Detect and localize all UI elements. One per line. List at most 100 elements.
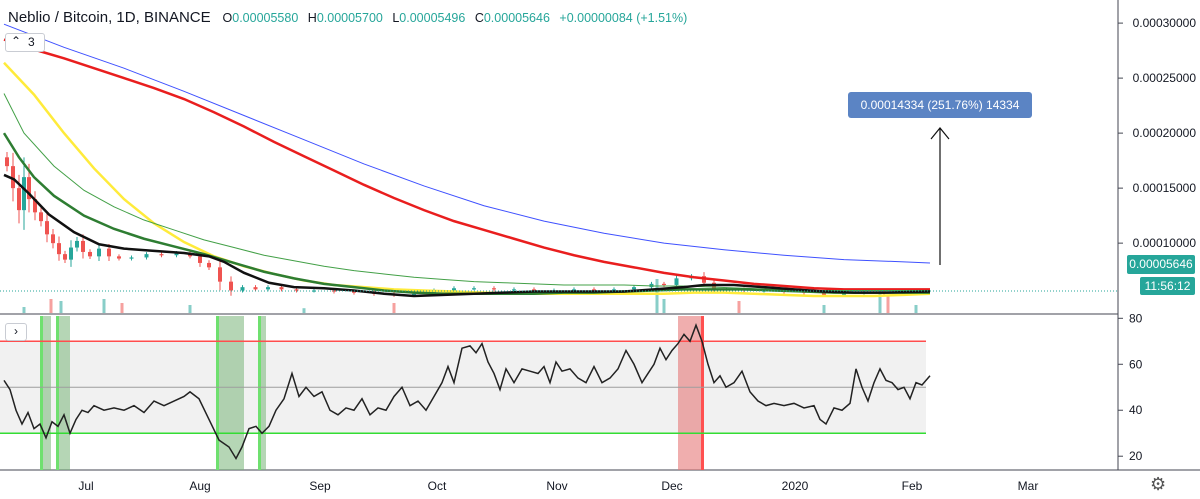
symbol-title[interactable]: Neblio / Bitcoin, 1D, BINANCE — [8, 9, 211, 26]
time-tick-label: Sep — [309, 479, 331, 493]
price-tick-label: 0.00030000 — [1133, 16, 1197, 30]
gear-icon[interactable]: ⚙ — [1150, 474, 1167, 494]
candle-body — [174, 253, 179, 256]
open-value: 0.00005580 — [232, 11, 299, 25]
rsi-tick-label: 80 — [1129, 311, 1143, 325]
candle-body — [81, 240, 85, 252]
ma-yellow-line — [3, 61, 931, 298]
countdown-badge: 11:56:12 — [1140, 277, 1195, 295]
time-tick-label: 2020 — [782, 479, 809, 493]
change-value: +0.00000084 (+1.51%) — [559, 11, 688, 25]
volume-bar — [655, 279, 659, 313]
candle-body — [312, 290, 316, 292]
candle-body — [207, 262, 211, 268]
candle-body — [229, 281, 233, 291]
candle-body — [11, 166, 15, 189]
candle-body — [198, 256, 202, 263]
candle-body — [97, 248, 101, 257]
rsi-oversold-zone — [216, 316, 244, 470]
candle-body — [279, 287, 284, 290]
volume-bar — [878, 291, 882, 313]
candle-body — [240, 287, 245, 291]
rsi-oversold-zone — [40, 316, 51, 470]
rsi-line — [3, 323, 931, 461]
volume-bar — [662, 299, 666, 313]
time-tick-label: Nov — [546, 479, 567, 493]
time-tick-label: Dec — [661, 479, 682, 493]
candle-body — [33, 199, 37, 213]
candle-body — [159, 254, 164, 256]
candle-body — [412, 293, 416, 295]
ohlc-values: O0.00005580 H0.00005700 L0.00005496 C0.0… — [222, 11, 688, 25]
candle-body — [218, 267, 222, 282]
rsi-toggle-button[interactable]: › — [5, 323, 27, 341]
candle-body — [266, 287, 270, 290]
price-tick-label: 0.00020000 — [1133, 126, 1197, 140]
candle-body — [69, 247, 73, 260]
volume-bar — [59, 301, 63, 313]
candle-body — [662, 283, 666, 286]
candle-body — [352, 291, 356, 293]
rsi-tick-label: 60 — [1129, 357, 1143, 371]
candle-body — [22, 177, 26, 211]
volume-bar — [102, 299, 106, 313]
candle-body — [532, 289, 536, 291]
low-value: 0.00005496 — [399, 11, 466, 25]
candle-body — [452, 288, 456, 291]
volume-bar — [822, 305, 826, 313]
time-tick-label: Mar — [1018, 479, 1039, 493]
candle-body — [57, 243, 61, 255]
last-price-badge: 0.00005646 — [1127, 255, 1195, 274]
candle-body — [75, 240, 79, 248]
candle-body — [51, 234, 55, 244]
rsi-oversold-edge — [56, 316, 59, 470]
rsi-oversold-edge — [40, 316, 43, 470]
candle-body — [492, 288, 496, 290]
rsi-tick-label: 40 — [1129, 403, 1143, 417]
volume-bar — [392, 303, 396, 313]
volume-bar — [188, 305, 192, 313]
candle-body — [294, 289, 299, 291]
time-tick-label: Aug — [189, 479, 210, 493]
high-value: 0.00005700 — [316, 11, 383, 25]
candle-body — [674, 278, 679, 285]
candle-body — [144, 254, 149, 258]
rsi-oversold-edge — [258, 316, 261, 470]
chevron-up-icon: ⌃ — [11, 34, 22, 48]
candle-body — [63, 254, 67, 260]
candle-body — [45, 221, 49, 235]
candle-body — [632, 287, 636, 290]
candle-body — [253, 287, 258, 290]
chevron-right-icon: › — [14, 324, 18, 338]
close-value: 0.00005646 — [483, 11, 550, 25]
candle-body — [612, 289, 616, 291]
indicators-toggle-button[interactable]: ⌃ 3 — [5, 33, 45, 52]
candle-body — [117, 256, 121, 259]
rsi-oversold-edge — [216, 316, 219, 470]
volume-bar — [22, 307, 26, 313]
candle-body — [129, 257, 134, 259]
volume-bar — [120, 303, 124, 313]
volume-bar — [302, 308, 306, 313]
rsi-oversold-zone — [258, 316, 266, 470]
volume-bar — [914, 305, 918, 313]
rsi-overbought-edge — [701, 316, 704, 470]
time-tick-label: Feb — [902, 479, 923, 493]
ma-red-line — [3, 38, 930, 291]
candle-body — [5, 157, 9, 167]
rsi-oversold-zone — [56, 316, 70, 470]
measure-label: 0.00014334 (251.76%) 14334 — [848, 92, 1032, 118]
measure-arrow-head — [930, 127, 950, 140]
candle-body — [572, 289, 576, 291]
candle-body — [592, 289, 596, 291]
ma-black-line — [3, 173, 931, 298]
candle-body — [822, 292, 826, 295]
volume-bar — [737, 301, 741, 313]
candle-body — [39, 212, 43, 222]
price-tick-label: 0.00010000 — [1133, 236, 1197, 250]
candle-body — [472, 288, 476, 290]
rsi-tick-label: 20 — [1129, 449, 1143, 463]
time-tick-label: Jul — [78, 479, 93, 493]
candle-body — [88, 251, 92, 257]
